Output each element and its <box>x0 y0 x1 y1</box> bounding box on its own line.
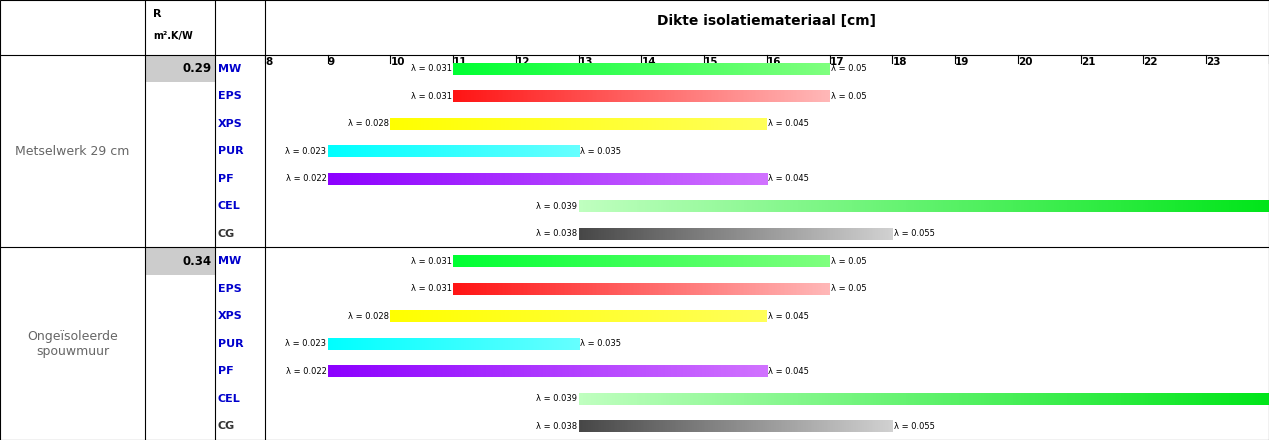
Text: PF: PF <box>218 174 233 184</box>
Text: λ = 0.022: λ = 0.022 <box>286 367 326 376</box>
Text: PF: PF <box>218 366 233 376</box>
Text: λ = 0.05: λ = 0.05 <box>831 64 867 73</box>
Text: EPS: EPS <box>218 284 241 294</box>
Text: λ = 0.035: λ = 0.035 <box>580 147 621 156</box>
Text: 20: 20 <box>1018 57 1033 67</box>
Text: λ = 0.05: λ = 0.05 <box>831 92 867 101</box>
Text: λ = 0.045: λ = 0.045 <box>768 367 810 376</box>
Text: λ = 0.055: λ = 0.055 <box>893 422 935 431</box>
Text: λ = 0.045: λ = 0.045 <box>768 312 810 321</box>
Text: PUR: PUR <box>218 339 244 349</box>
Text: MW: MW <box>218 64 241 74</box>
Text: 21: 21 <box>1081 57 1095 67</box>
Text: λ = 0.045: λ = 0.045 <box>768 174 810 183</box>
Text: λ = 0.038: λ = 0.038 <box>537 229 577 238</box>
Text: 19: 19 <box>956 57 970 67</box>
Text: 9: 9 <box>327 57 335 67</box>
Text: 22: 22 <box>1143 57 1159 67</box>
Text: λ = 0.031: λ = 0.031 <box>411 284 452 293</box>
Text: 0.34: 0.34 <box>183 255 211 268</box>
Text: λ = 0.035: λ = 0.035 <box>580 339 621 348</box>
Bar <box>145 247 214 275</box>
Text: m².K/W: m².K/W <box>154 31 193 41</box>
Text: CG: CG <box>218 229 235 239</box>
Text: PUR: PUR <box>218 146 244 156</box>
Text: 12: 12 <box>516 57 530 67</box>
Text: 0.29: 0.29 <box>183 62 211 75</box>
Text: R: R <box>154 9 162 19</box>
Text: XPS: XPS <box>218 311 242 321</box>
Text: 11: 11 <box>453 57 468 67</box>
Text: λ = 0.031: λ = 0.031 <box>411 92 452 101</box>
Text: 23: 23 <box>1207 57 1221 67</box>
Text: XPS: XPS <box>218 119 242 129</box>
Text: λ = 0.038: λ = 0.038 <box>537 422 577 431</box>
Text: λ = 0.055: λ = 0.055 <box>893 229 935 238</box>
Text: λ = 0.05: λ = 0.05 <box>831 284 867 293</box>
Text: λ = 0.031: λ = 0.031 <box>411 64 452 73</box>
Text: Metselwerk 29 cm: Metselwerk 29 cm <box>15 145 129 158</box>
Text: CG: CG <box>218 421 235 431</box>
Text: 15: 15 <box>704 57 718 67</box>
Text: λ = 0.045: λ = 0.045 <box>768 119 810 128</box>
Text: λ = 0.05: λ = 0.05 <box>831 257 867 266</box>
Bar <box>145 55 214 82</box>
Text: Ongeïsoleerde
spouwmuur: Ongeïsoleerde spouwmuur <box>27 330 118 358</box>
Text: 8: 8 <box>265 57 273 67</box>
Text: 10: 10 <box>391 57 405 67</box>
Text: 18: 18 <box>892 57 907 67</box>
Text: λ = 0.031: λ = 0.031 <box>411 257 452 266</box>
Text: λ = 0.022: λ = 0.022 <box>286 174 326 183</box>
Text: λ = 0.039: λ = 0.039 <box>537 202 577 211</box>
Text: 14: 14 <box>642 57 656 67</box>
Text: CEL: CEL <box>218 394 240 404</box>
Text: λ = 0.023: λ = 0.023 <box>286 339 326 348</box>
Text: 13: 13 <box>579 57 593 67</box>
Text: λ = 0.039: λ = 0.039 <box>537 394 577 403</box>
Text: 17: 17 <box>830 57 844 67</box>
Text: Dikte isolatiemateriaal [cm]: Dikte isolatiemateriaal [cm] <box>657 14 877 28</box>
Text: 16: 16 <box>766 57 782 67</box>
Text: CEL: CEL <box>218 201 240 211</box>
Text: λ = 0.023: λ = 0.023 <box>286 147 326 156</box>
Text: λ = 0.028: λ = 0.028 <box>348 119 390 128</box>
Text: λ = 0.028: λ = 0.028 <box>348 312 390 321</box>
Text: EPS: EPS <box>218 91 241 101</box>
Text: MW: MW <box>218 256 241 266</box>
